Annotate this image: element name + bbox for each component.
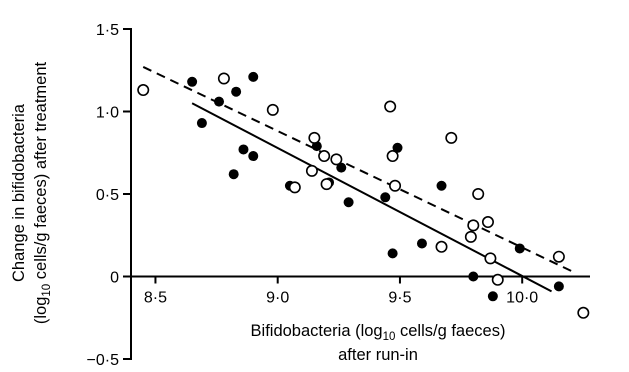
open-data-point — [330, 153, 343, 166]
y-tick-label: 0 — [110, 270, 119, 287]
open-data-point — [481, 216, 494, 229]
dashed-regression-line — [142, 66, 577, 275]
x-tick-label: 9·5 — [388, 290, 411, 307]
open-data-point — [386, 150, 399, 163]
solid-regression-line — [191, 102, 553, 293]
filled-data-point — [214, 96, 225, 107]
x-tick-label: 9·0 — [266, 290, 289, 307]
filled-data-point — [387, 248, 398, 259]
open-data-point — [308, 131, 321, 144]
y-tick-label: 1·0 — [96, 105, 119, 122]
open-data-point — [389, 179, 402, 192]
open-data-point — [320, 178, 333, 191]
y-tick-label: −0·5 — [87, 352, 120, 369]
open-data-point — [305, 164, 318, 177]
y-axis-title: Change in bifidobacteria (log10 cells/g … — [10, 61, 53, 324]
open-data-point — [577, 306, 590, 319]
filled-data-point — [380, 192, 391, 203]
x-tick-label: 8·5 — [144, 290, 167, 307]
open-data-point — [288, 181, 301, 194]
filled-data-point — [187, 76, 198, 87]
open-data-point — [318, 150, 331, 163]
x-axis-title-line2: after run-in — [338, 346, 418, 364]
y-axis-title-line1: Change in bifidobacteria — [10, 103, 28, 282]
open-data-point — [217, 72, 230, 85]
filled-data-point — [248, 151, 259, 162]
filled-data-point — [238, 144, 249, 155]
axes — [130, 28, 590, 360]
filled-data-point — [468, 271, 479, 282]
filled-data-point — [336, 162, 347, 173]
open-data-point — [137, 84, 150, 97]
y-tick-label: 0·5 — [96, 187, 119, 204]
filled-data-point — [487, 291, 498, 302]
filled-data-point — [231, 86, 242, 97]
filled-data-point — [392, 142, 403, 153]
x-axis-title-line1: Bifidobacteria (log10 cells/g faeces) — [251, 322, 506, 343]
filled-data-point — [553, 281, 564, 292]
y-tick-label: 1·5 — [96, 22, 119, 39]
open-data-point — [472, 188, 485, 201]
filled-data-point — [248, 71, 259, 82]
open-data-point — [435, 240, 448, 253]
filled-data-point — [514, 243, 525, 254]
filled-data-point — [343, 197, 354, 208]
data-points — [137, 71, 590, 319]
open-data-point — [384, 100, 397, 113]
y-axis-title-line2: (log10 cells/g faeces) after treatment — [32, 61, 53, 324]
filled-data-point — [196, 118, 207, 129]
open-data-point — [464, 230, 477, 243]
open-data-point — [484, 252, 497, 265]
open-data-point — [552, 250, 565, 263]
open-data-point — [467, 219, 480, 232]
regression-lines — [142, 66, 577, 293]
open-data-point — [491, 273, 504, 286]
ticks: 1·5 1·0 0·5 0 −0·5 8·5 9·0 9·5 10·0 — [87, 22, 539, 369]
filled-data-point — [416, 238, 427, 249]
open-data-point — [266, 103, 279, 116]
open-data-point — [445, 131, 458, 144]
filled-data-point — [436, 180, 447, 191]
filled-data-point — [228, 169, 239, 180]
x-tick-label: 10·0 — [506, 290, 538, 307]
